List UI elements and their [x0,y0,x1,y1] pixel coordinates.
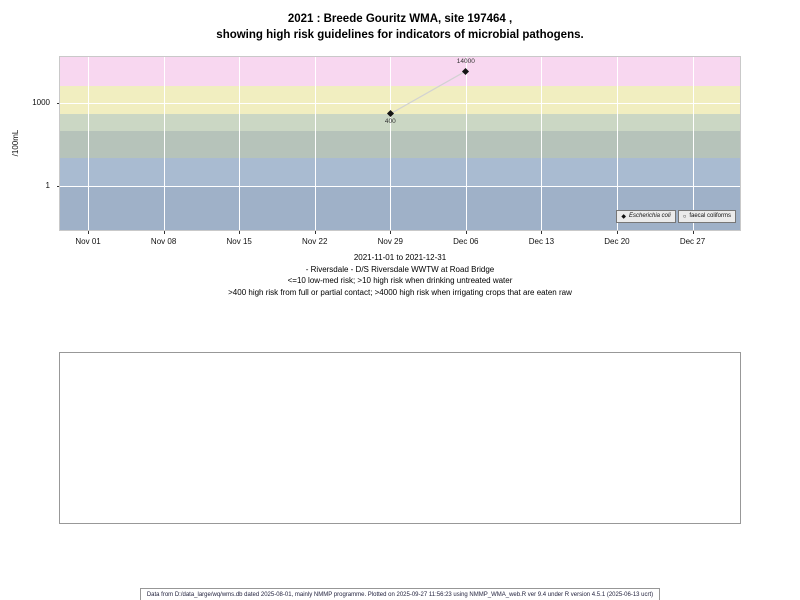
x-tick-label: Nov 29 [377,237,403,246]
v-gridline [465,57,467,230]
x-tick-label: Nov 22 [302,237,328,246]
x-tick-label: Dec 13 [528,237,555,246]
legend: ◆ Escherichia coli ○ faecal coliforms [616,210,736,223]
y-tick-mark [57,186,60,188]
x-tick-mark [390,231,392,234]
caption-date-range: 2021-11-01 to 2021-12-31 [353,253,447,262]
h-gridline [60,102,740,104]
v-gridline [692,57,694,230]
footer-wrap: Data from D:/data_large/wq/wms.db dated … [0,583,800,600]
caption-block: 2021-11-01 to 2021-12-31 - Riversdale - … [0,252,800,298]
caption-risk-note-2: >400 high risk from full or partial cont… [228,287,572,297]
x-tick-mark [239,231,241,234]
x-tick-mark [314,231,316,234]
legend-entry: ○ faecal coliforms [677,210,736,223]
x-tick-mark [541,231,543,234]
x-tick-mark [465,231,467,234]
legend-entry: ◆ Escherichia coli [616,210,676,223]
y-tick-label: 1000 [32,97,50,107]
chart-title: 2021 : Breede Gouritz WMA, site 197464 ,… [0,11,800,43]
h-gridline [60,186,740,188]
v-gridline [616,57,618,230]
v-gridline [314,57,316,230]
x-tick-label: Nov 08 [150,237,177,246]
x-tick-label: Nov 01 [75,237,101,246]
risk-band [60,86,740,114]
point-value-label: 400 [384,118,396,126]
v-gridline [541,57,543,230]
legend-label: Escherichia coli [629,213,671,219]
footer-note: Data from D:/data_large/wq/wms.db dated … [139,588,661,600]
point-value-label: 14000 [456,58,475,66]
series-line [389,70,467,115]
x-tick-label: Dec 27 [679,237,706,246]
risk-band [60,57,740,87]
v-gridline [88,57,90,230]
y-tick-label: 1 [45,181,50,191]
y-axis-ticks: 1000 1 [0,57,60,230]
caption-site-name: - Riversdale - D/S Riversdale WWTW at Ro… [305,264,495,274]
v-gridline [163,57,165,230]
y-tick-mark [57,102,60,104]
diamond-icon: ◆ [621,213,626,220]
v-gridline [390,57,392,230]
circle-icon: ○ [682,213,687,220]
x-tick-mark [88,231,90,234]
chart-title-line1: 2021 : Breede Gouritz WMA, site 197464 , [287,13,513,25]
x-tick-label: Dec 20 [604,237,630,246]
risk-band [60,158,740,187]
v-gridline [239,57,241,230]
x-axis-ticks: Nov 01 Nov 08 Nov 15 Nov 22 Nov 29 Dec 06 Dec … [60,230,740,254]
caption-risk-note-1: <=10 low-med risk; >10 high risk when dr… [287,276,513,285]
empty-panel [59,352,741,524]
x-tick-label: Dec 06 [453,237,479,246]
x-tick-mark [163,231,165,234]
x-tick-mark [692,231,694,234]
x-tick-label: Nov 15 [226,237,252,246]
risk-band [60,113,740,131]
risk-band [60,130,740,159]
x-tick-mark [616,231,618,234]
chart-title-line2: showing high risk guidelines for indicat… [216,29,584,41]
plot-area: 400 14000 ◆ Escherichia coli ○ faecal colifor… [59,56,741,231]
legend-label: faecal coliforms [689,213,731,219]
